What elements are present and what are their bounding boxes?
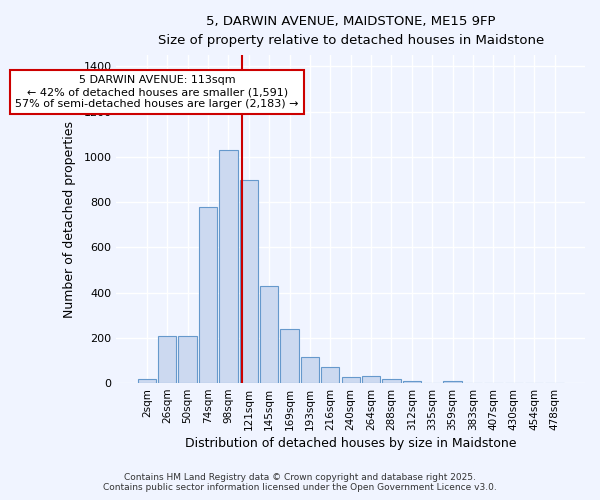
Bar <box>260 286 278 383</box>
Bar <box>280 329 299 383</box>
Bar <box>219 150 238 383</box>
Bar <box>239 180 258 383</box>
Bar <box>178 336 197 383</box>
Bar <box>301 357 319 383</box>
Bar <box>382 378 401 383</box>
Text: Contains HM Land Registry data © Crown copyright and database right 2025.
Contai: Contains HM Land Registry data © Crown c… <box>103 473 497 492</box>
Bar <box>443 381 462 383</box>
Bar <box>341 378 360 383</box>
Bar <box>199 206 217 383</box>
Bar <box>362 376 380 383</box>
Text: 5 DARWIN AVENUE: 113sqm
← 42% of detached houses are smaller (1,591)
57% of semi: 5 DARWIN AVENUE: 113sqm ← 42% of detache… <box>16 76 299 108</box>
Bar <box>403 382 421 383</box>
Bar <box>137 378 156 383</box>
Bar <box>321 367 340 383</box>
Y-axis label: Number of detached properties: Number of detached properties <box>64 120 76 318</box>
X-axis label: Distribution of detached houses by size in Maidstone: Distribution of detached houses by size … <box>185 437 517 450</box>
Title: 5, DARWIN AVENUE, MAIDSTONE, ME15 9FP
Size of property relative to detached hous: 5, DARWIN AVENUE, MAIDSTONE, ME15 9FP Si… <box>158 15 544 47</box>
Bar <box>158 336 176 383</box>
